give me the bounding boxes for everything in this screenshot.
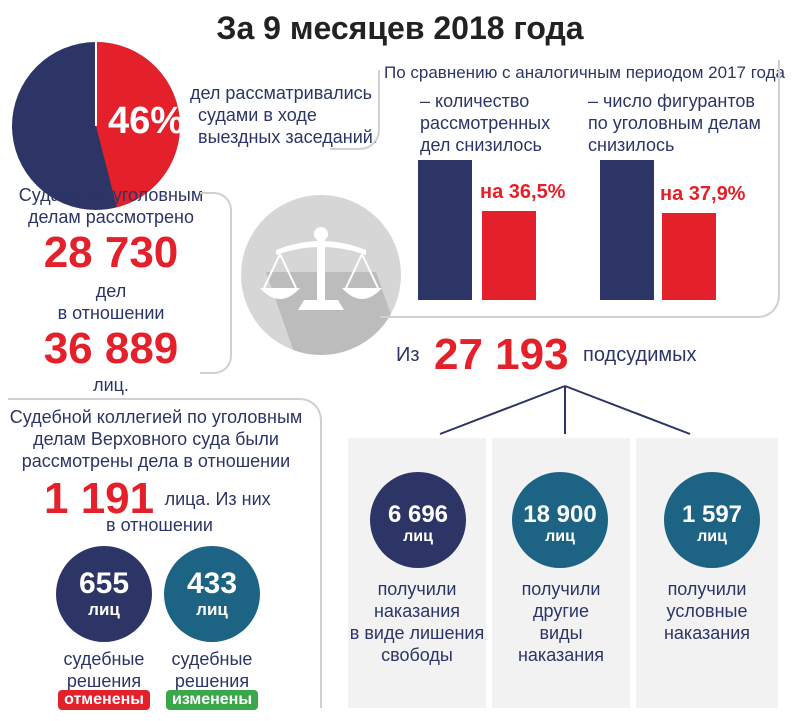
cases-number: 28 730 (43, 228, 179, 277)
card-conditional-number: 1 597 (681, 501, 743, 528)
relation-text: в отношении (57, 303, 165, 323)
connector-lines (439, 385, 691, 435)
supreme-line: делам Верховного суда были (33, 429, 279, 449)
changed-text-line: судебные (171, 649, 253, 669)
changed-text-line: решения (174, 671, 250, 691)
card-prison-number: 6 696 (387, 501, 449, 528)
card-text-line: в виде лишения (349, 623, 485, 643)
comparison-right-line: по уголовным делам (588, 113, 761, 133)
supreme-line: рассмотрены дела в отношении (21, 451, 291, 471)
card-text-line: виды (539, 623, 583, 643)
changed-number: 433 (186, 567, 238, 600)
criminal-line: Судами по уголовным (18, 185, 204, 205)
comparison-heading: По сравнению с аналогичным периодом 2017… (384, 63, 785, 82)
bar-right-2018 (662, 213, 716, 300)
defendants-headline: Из 27 193 подсудимых (396, 330, 697, 380)
divider-line (380, 300, 710, 318)
supreme-number: 1 191 (44, 474, 155, 523)
cancelled-unit: лиц (88, 600, 120, 619)
comparison-left-line: рассмотренных (420, 113, 551, 133)
card-other-text: получили другие виды наказания (492, 578, 630, 666)
comparison-right-text: – число фигурантов по уголовным делам сн… (588, 90, 761, 156)
card-other-number: 18 900 (523, 501, 597, 528)
supreme-text: Судебной коллегией по уголовным делам Ве… (0, 406, 312, 472)
changed-badge: изменены (166, 690, 258, 710)
persons-number: 36 889 (43, 324, 179, 373)
pie-slice-percent (96, 42, 181, 208)
card-text-line: свободы (381, 645, 453, 665)
card-text-line: условные (666, 601, 748, 621)
changed-circle: 433 лиц (164, 546, 260, 642)
card-text-line: наказания (373, 601, 461, 621)
cancelled-text-line: судебные (63, 649, 145, 669)
comparison-right-line: снизилось (588, 135, 675, 155)
pie-text-line: дел рассматривались (190, 83, 373, 103)
card-conditional-circle: 1 597 лиц (664, 472, 760, 568)
divider-line (330, 70, 380, 150)
card-text-line: другие (533, 601, 589, 621)
pie-chart: 46% (10, 40, 185, 212)
bar-right-2017 (600, 160, 654, 300)
card-text-line: получили (521, 579, 601, 599)
divider-line (8, 398, 322, 438)
card-prison-circle: 6 696 лиц (370, 472, 466, 568)
pie-text-line: судами в ходе (198, 105, 317, 125)
cases-unit: дел (95, 281, 127, 301)
divider-line (700, 60, 780, 318)
criminal-cases-block: Судами по уголовным делам рассмотрено 28… (0, 184, 222, 396)
criminal-line: делам рассмотрено (27, 207, 195, 227)
card-prison-unit: лиц (403, 528, 433, 545)
card-text-line: получили (667, 579, 747, 599)
persons-unit: лиц. (93, 375, 129, 395)
scales-icon (238, 192, 404, 358)
cancelled-number: 655 (78, 567, 130, 600)
pie-percent-label: 46% (108, 100, 185, 142)
changed-text: судебные решения (152, 648, 272, 692)
card-other-circle: 18 900 лиц (512, 472, 608, 568)
cancelled-badge: отменены (58, 690, 150, 710)
card-prison-text: получили наказания в виде лишения свобод… (348, 578, 486, 666)
defendants-suffix: подсудимых (583, 344, 697, 366)
page-title: За 9 месяцев 2018 года (216, 10, 584, 46)
supreme-line: Судебной коллегией по уголовным (9, 407, 303, 427)
card-conditional-unit: лиц (697, 528, 727, 545)
changed-unit: лиц (196, 600, 228, 619)
cancelled-circle: 655 лиц (56, 546, 152, 642)
card-conditional-text: получили условные наказания (636, 578, 778, 644)
comparison-right-value: на 37,9% (660, 183, 746, 206)
supreme-after-number: лица. Из них (164, 489, 271, 509)
card-text-line: наказания (663, 623, 751, 643)
comparison-left-line: – количество (420, 91, 530, 111)
pie-description: дел рассматривались судами в ходе выездн… (190, 82, 378, 148)
comparison-left-line: дел снизилось (420, 135, 542, 155)
bar-left-2017 (418, 160, 472, 300)
divider-line (320, 438, 322, 708)
comparison-left-value: на 36,5% (480, 181, 566, 204)
divider-line (200, 192, 232, 374)
defendants-prefix: Из (396, 344, 420, 366)
card-text-line: получили (377, 579, 457, 599)
cancelled-text: судебные решения (44, 648, 164, 692)
card-other-unit: лиц (545, 528, 575, 545)
supreme-number-row: 1 191 лица. Из них (44, 474, 271, 524)
comparison-right-line: – число фигурантов (588, 91, 755, 111)
comparison-left-text: – количество рассмотренных дел снизилось (420, 90, 550, 156)
card-text-line: наказания (517, 645, 605, 665)
cancelled-text-line: решения (66, 671, 142, 691)
bar-left-2018 (482, 211, 536, 300)
supreme-relation: в отношении (106, 515, 213, 535)
defendants-number: 27 193 (434, 330, 569, 379)
